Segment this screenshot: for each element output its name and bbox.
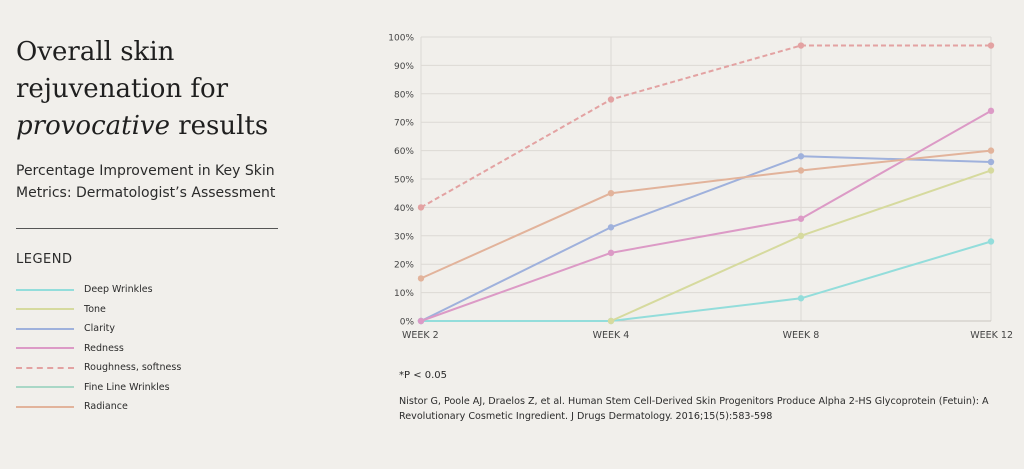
data-point (797, 232, 805, 239)
legend-swatch (16, 386, 74, 389)
data-point (797, 42, 805, 49)
legend-label: Radiance (84, 401, 128, 413)
legend-item: Roughness, softness (16, 358, 181, 378)
y-tick-label: 10% (394, 289, 414, 299)
y-tick-label: 0% (400, 318, 415, 328)
legend-swatch (16, 405, 74, 408)
legend-title: LEGEND (16, 252, 73, 267)
data-point (987, 158, 995, 166)
x-tick-label: WEEK 12 (970, 330, 1013, 341)
series-line (420, 149, 992, 280)
data-point (417, 317, 425, 325)
citation: Nistor G, Poole AJ, Draelos Z, et al. Hu… (399, 396, 989, 422)
data-point (797, 153, 805, 160)
data-point (797, 167, 805, 174)
y-tick-label: 80% (394, 90, 414, 100)
y-tick-label: 50% (394, 176, 414, 186)
line-chart: 0% 10% 20% 30% 40% 50% 60% 70% 80% 90% 100% WEEK 2 W… (388, 34, 1013, 342)
chart-subtitle: Percentage Improvement in Key Skin Metri… (16, 163, 276, 201)
y-tick-label: 30% (394, 232, 414, 242)
data-point (607, 190, 615, 197)
y-tick-label: 100% (388, 34, 414, 44)
data-point (417, 204, 425, 211)
legend-item: Clarity (16, 319, 181, 339)
legend-label: Roughness, softness (84, 362, 182, 374)
data-point (987, 238, 995, 245)
data-point (797, 215, 805, 222)
headline-line-3: provocative results (16, 108, 316, 145)
series-line (420, 44, 991, 209)
legend-swatch (16, 366, 74, 369)
series-line (421, 240, 992, 322)
y-tick-label: 60% (394, 147, 414, 157)
footnote: *P < 0.05 (399, 370, 448, 381)
legend-label: Redness (84, 342, 124, 354)
legend: Deep Wrinkles Tone Clarity Redness Roughness… (16, 280, 181, 417)
data-point (987, 42, 995, 49)
legend-item: Tone (16, 300, 181, 320)
y-tick-label: 40% (394, 204, 414, 214)
data-point (417, 275, 425, 282)
legend-item: Redness (16, 339, 181, 359)
legend-label: Clarity (84, 323, 115, 335)
legend-swatch (16, 288, 74, 291)
headline-emphasis: provocative (16, 111, 170, 141)
y-tick-label: 70% (394, 119, 414, 129)
headline-line-2: rejuvenation for (16, 74, 229, 104)
x-tick-label: WEEK 8 (783, 330, 820, 341)
data-point (607, 224, 615, 231)
divider (16, 228, 278, 229)
legend-swatch (16, 347, 74, 350)
x-tick-label: WEEK 4 (593, 330, 630, 341)
y-tick-label: 20% (394, 261, 414, 271)
x-tick-label: WEEK 2 (402, 330, 439, 341)
series-line (420, 155, 992, 322)
legend-label: Fine Line Wrinkles (84, 381, 170, 393)
legend-label: Deep Wrinkles (84, 284, 153, 296)
headline-line-1: Overall skin (16, 37, 175, 67)
y-tick-label: 90% (394, 62, 414, 72)
legend-item: Radiance (16, 397, 181, 417)
legend-swatch (16, 308, 74, 311)
chart-headline: Overall skin rejuvenation for provocativ… (16, 34, 316, 145)
data-point (797, 295, 805, 302)
data-point (607, 96, 615, 103)
legend-swatch (16, 327, 74, 330)
data-point (987, 107, 995, 115)
headline-line-3-rest: results (169, 111, 269, 141)
legend-label: Tone (84, 303, 106, 315)
data-point (987, 167, 995, 174)
data-point (607, 249, 615, 257)
legend-item: Deep Wrinkles (16, 280, 181, 300)
series-line (420, 109, 992, 322)
legend-item: Fine Line Wrinkles (16, 378, 181, 398)
data-point (987, 147, 995, 154)
data-point (607, 317, 615, 325)
